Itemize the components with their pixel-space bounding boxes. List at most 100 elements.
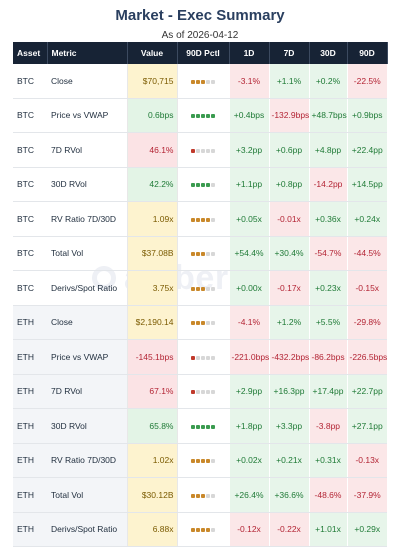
table-row: ETH 7D RVol 67.1% +2.9pp +16.3pp +17.4pp +22.7… xyxy=(13,374,387,409)
cell-asset: BTC xyxy=(13,64,47,99)
cell-change-90d: -44.5% xyxy=(346,236,387,271)
cell-metric: Price vs VWAP xyxy=(47,339,127,375)
percentile-bar-segment xyxy=(211,148,215,153)
cell-change-7d: -0.22x xyxy=(268,512,309,547)
cell-change-1d: +3.2pp xyxy=(228,132,269,168)
percentile-bar-segment xyxy=(196,114,200,119)
cell-value: $30.12B xyxy=(126,477,178,513)
percentile-bar-segment xyxy=(206,252,210,257)
percentile-bar-segment xyxy=(191,321,195,326)
table-row: BTC Close $70,715 -3.1% +1.1% +0.2% -22.5% xyxy=(13,64,387,99)
percentile-bar-segment xyxy=(206,321,210,326)
cell-90d-pctl xyxy=(177,270,229,306)
table-row: ETH RV Ratio 7D/30D 1.02x +0.02x +0.21x +0.31… xyxy=(13,443,387,478)
percentile-bar-segment xyxy=(206,355,210,360)
cell-90d-pctl xyxy=(177,443,229,478)
cell-value: 65.8% xyxy=(126,408,178,444)
cell-change-7d: -432.2bps xyxy=(268,339,309,375)
cell-asset: BTC xyxy=(13,236,47,271)
table-row: ETH Derivs/Spot Ratio 6.88x -0.12x -0.22x +1.… xyxy=(13,512,387,547)
cell-metric: 30D RVol xyxy=(47,408,127,444)
percentile-bar-segment xyxy=(196,493,200,498)
cell-value: -145.1bps xyxy=(126,339,178,375)
cell-change-1d: +1.1pp xyxy=(228,167,269,202)
percentile-bar-segment xyxy=(211,114,215,119)
percentile-bar-segment xyxy=(211,355,215,360)
percentile-bar-segment xyxy=(211,459,215,464)
cell-metric: Total Vol xyxy=(47,236,127,271)
cell-change-30d: +0.36x xyxy=(308,201,347,237)
cell-metric: 7D RVol xyxy=(47,374,127,409)
cell-value: $2,190.14 xyxy=(126,305,178,340)
percentile-bar-segment xyxy=(191,114,195,119)
percentile-bar-segment xyxy=(206,286,210,291)
cell-change-30d: +5.5% xyxy=(308,305,347,340)
cell-change-7d: +3.3pp xyxy=(268,408,309,444)
cell-asset: BTC xyxy=(13,167,47,202)
percentile-bar-segment xyxy=(211,252,215,257)
cell-change-30d: +17.4pp xyxy=(308,374,347,409)
cell-metric: 30D RVol xyxy=(47,167,127,202)
percentile-bar-segment xyxy=(211,79,215,84)
cell-asset: ETH xyxy=(13,374,47,409)
percentile-bar-segment xyxy=(206,390,210,395)
cell-value: 42.2% xyxy=(126,167,178,202)
cell-90d-pctl xyxy=(177,408,229,444)
cell-change-30d: -14.2pp xyxy=(308,167,347,202)
percentile-bar-segment xyxy=(196,252,200,257)
cell-change-90d: +27.1pp xyxy=(346,408,387,444)
percentile-bar-segment xyxy=(196,148,200,153)
cell-change-7d: +1.2% xyxy=(268,305,309,340)
percentile-bar-segment xyxy=(191,355,195,360)
cell-change-30d: -86.2bps xyxy=(308,339,347,375)
cell-change-7d: +16.3pp xyxy=(268,374,309,409)
percentile-bar-segment xyxy=(196,390,200,395)
cell-change-30d: -3.8pp xyxy=(308,408,347,444)
cell-change-90d: -37.9% xyxy=(346,477,387,513)
cell-value: 1.02x xyxy=(126,443,178,478)
percentile-bar-segment xyxy=(196,79,200,84)
table-row: BTC 30D RVol 42.2% +1.1pp +0.8pp -14.2pp +14.5… xyxy=(13,167,387,202)
cell-change-90d: -0.13x xyxy=(346,443,387,478)
cell-90d-pctl xyxy=(177,167,229,202)
cell-asset: ETH xyxy=(13,443,47,478)
cell-value: 1.09x xyxy=(126,201,178,237)
cell-metric: Close xyxy=(47,64,127,99)
percentile-bar-segment xyxy=(191,148,195,153)
percentile-bar-segment xyxy=(201,183,205,188)
cell-metric: RV Ratio 7D/30D xyxy=(47,201,127,237)
percentile-bar-segment xyxy=(196,528,200,533)
cell-90d-pctl xyxy=(177,98,229,133)
percentile-bar-segment xyxy=(191,424,195,429)
percentile-bar-segment xyxy=(201,493,205,498)
cell-change-90d: +22.7pp xyxy=(346,374,387,409)
percentile-bar-segment xyxy=(191,493,195,498)
table-row: ETH Total Vol $30.12B +26.4% +36.6% -48.6% -37… xyxy=(13,477,387,513)
cell-change-90d: +0.29x xyxy=(346,512,387,547)
percentile-bar-segment xyxy=(196,424,200,429)
cell-change-1d: -221.0bps xyxy=(228,339,269,375)
percentile-bar-segment xyxy=(196,355,200,360)
percentile-bar-segment xyxy=(201,459,205,464)
cell-change-90d: -29.8% xyxy=(346,305,387,340)
cell-asset: ETH xyxy=(13,512,47,547)
cell-change-90d: +14.5pp xyxy=(346,167,387,202)
percentile-bar-segment xyxy=(191,217,195,222)
percentile-bars-icon xyxy=(191,183,215,188)
header-90d-pctl: 90D Pctl xyxy=(177,42,230,64)
percentile-bar-segment xyxy=(191,528,195,533)
percentile-bar-segment xyxy=(201,528,205,533)
percentile-bar-segment xyxy=(206,217,210,222)
cell-change-30d: +4.8pp xyxy=(308,132,347,168)
cell-change-1d: +2.9pp xyxy=(228,374,269,409)
cell-change-90d: +0.9bps xyxy=(346,98,387,133)
table-row: BTC Derivs/Spot Ratio 3.75x +0.00x -0.17x +0.… xyxy=(13,270,387,306)
cell-value: 3.75x xyxy=(126,270,178,306)
header-30d: 30D xyxy=(309,42,348,64)
table-row: BTC 7D RVol 46.1% +3.2pp +0.6pp +4.8pp +22.4pp xyxy=(13,132,387,168)
header-asset: Asset xyxy=(13,42,48,64)
table-header-row: Asset Metric Value 90D Pctl 1D 7D 30D 90… xyxy=(13,42,388,64)
percentile-bar-segment xyxy=(211,183,215,188)
percentile-bar-segment xyxy=(211,217,215,222)
percentile-bar-segment xyxy=(211,321,215,326)
